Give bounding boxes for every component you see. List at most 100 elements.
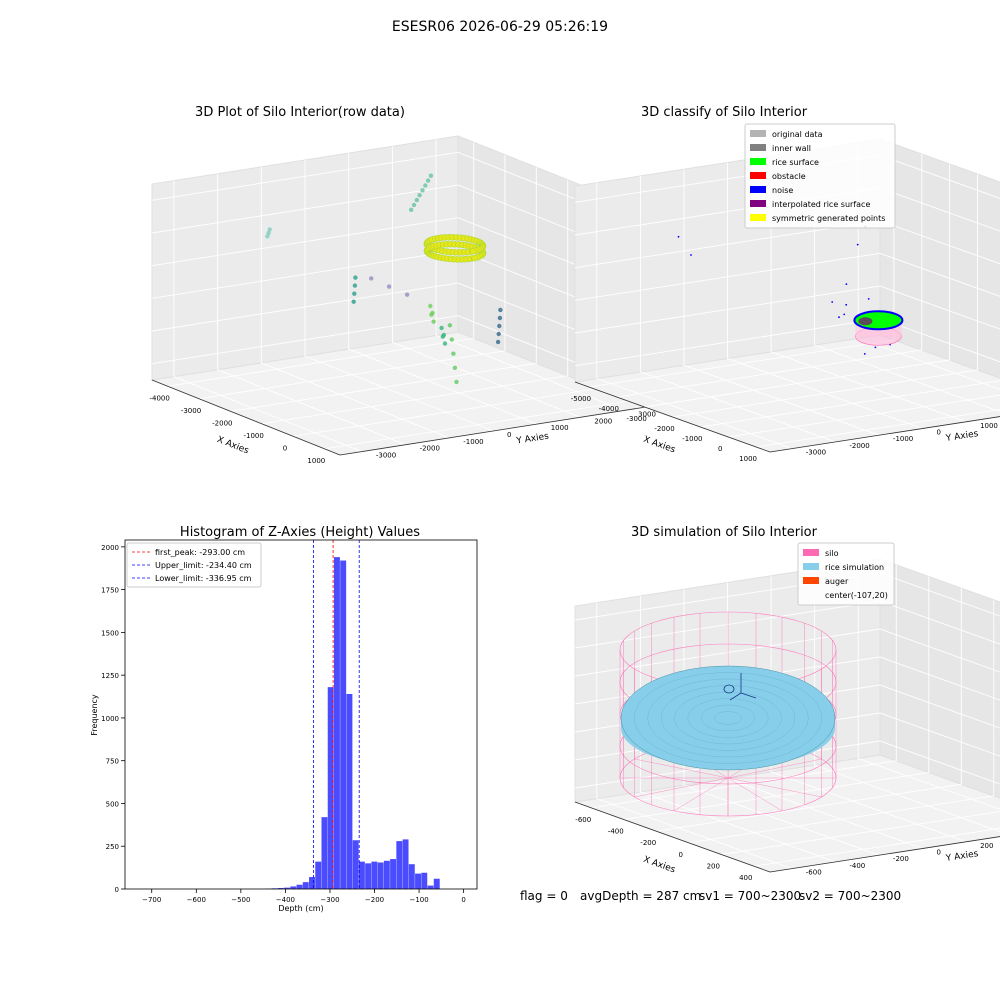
plot1-point bbox=[439, 325, 444, 331]
plot2-x-tick-label: -3000 bbox=[626, 415, 646, 423]
plot1-point bbox=[386, 284, 392, 289]
plot3-bar bbox=[290, 886, 297, 889]
plot2-legend-label: symmetric generated points bbox=[772, 214, 885, 223]
plot4-silo-bottom-spoke bbox=[673, 777, 729, 812]
plot4-legend-label: silo bbox=[825, 549, 839, 558]
plot2-y-tick-label: -3000 bbox=[806, 449, 826, 457]
plot3-legend-label: Lower_limit: -336.95 cm bbox=[155, 574, 252, 583]
plot3-x-tick-label: 0 bbox=[461, 896, 465, 904]
plot2-grid-x bbox=[756, 408, 1000, 448]
plot4-silo-bottom-spoke bbox=[727, 758, 822, 779]
plot1-point bbox=[423, 183, 428, 188]
plot1-grid-y bbox=[391, 146, 581, 418]
status-sv2: sv2 = 700~2300 bbox=[799, 889, 901, 903]
plot1-point bbox=[431, 319, 436, 324]
plot3-y-tick-label: 500 bbox=[106, 800, 119, 808]
plot4-silo-bottom-spoke bbox=[727, 777, 822, 798]
plot2-x-tick-label: 1000 bbox=[739, 455, 757, 463]
plot3-x-tick-label: −400 bbox=[276, 896, 295, 904]
plot1-point bbox=[452, 365, 458, 370]
plot1-point bbox=[442, 341, 448, 346]
plot3-y-tick-label: 750 bbox=[106, 758, 119, 766]
plot1-point bbox=[449, 337, 454, 342]
plot2-interpolated-area bbox=[858, 317, 873, 326]
plot3-bar bbox=[383, 860, 390, 889]
plot1-y-tick-label: -2000 bbox=[420, 445, 440, 453]
plot1-x-tick-label: -3000 bbox=[181, 407, 201, 415]
plot4-y-tick-label: 0 bbox=[937, 849, 941, 857]
plot2-grid-y bbox=[683, 169, 880, 436]
plot4-grid-x bbox=[623, 576, 930, 820]
plot2-title: 3D classify of Silo Interior bbox=[641, 105, 808, 120]
plot2-grid-y bbox=[639, 175, 836, 443]
plot3-y-tick-label: 250 bbox=[106, 843, 119, 851]
plot4-silo-bottom-spoke bbox=[727, 777, 783, 812]
plot2-grid-x bbox=[700, 380, 1000, 428]
plot4-center-marker bbox=[723, 684, 735, 694]
plot1-x-tick-label: -4000 bbox=[149, 394, 169, 402]
plot2-grid-y bbox=[727, 162, 923, 429]
plot3-legend bbox=[126, 542, 262, 588]
plot3-bar bbox=[296, 884, 303, 889]
plot2-legend-label: inner wall bbox=[772, 144, 811, 153]
plot1-point bbox=[428, 173, 434, 178]
plot3-bar bbox=[321, 817, 328, 889]
plot4-x-tick-label: -600 bbox=[575, 816, 591, 824]
plot3-x-tick-label: −100 bbox=[409, 896, 428, 904]
plot1-point bbox=[441, 332, 447, 338]
plot4-auger-axis bbox=[729, 692, 742, 701]
plot4-x-tick-label: 400 bbox=[739, 874, 752, 882]
plot2-legend-swatch bbox=[750, 144, 766, 151]
plot2-y-tick-label: -2000 bbox=[849, 442, 869, 450]
plot3-bar bbox=[284, 887, 291, 889]
plot2-legend-swatch bbox=[750, 158, 766, 165]
plot-3d-classify: 3D classify of Silo Interior -5000 -4000 -3… bbox=[571, 105, 1000, 463]
plot4-rice-mesh bbox=[714, 711, 742, 725]
plot1-grid-y bbox=[260, 166, 450, 439]
plot4-rice-mesh bbox=[634, 672, 822, 764]
plot3-bar bbox=[309, 877, 315, 889]
plot2-noise-point bbox=[845, 283, 848, 285]
plot4-x-tick-label: 200 bbox=[707, 863, 720, 871]
plot3-plot-area bbox=[125, 540, 477, 889]
plot1-grid-y bbox=[217, 173, 406, 446]
plot3-x-tick-label: −500 bbox=[231, 896, 250, 904]
plot3-bar bbox=[415, 873, 422, 889]
plot2-legend-swatch bbox=[750, 172, 766, 179]
plot3-bar bbox=[427, 885, 434, 889]
plot4-title: 3D simulation of Silo Interior bbox=[631, 525, 818, 540]
plot2-x-axis-label: X Axies bbox=[642, 435, 677, 456]
plot1-y-tick-label: 0 bbox=[507, 431, 511, 439]
plot1-grid-y bbox=[435, 139, 625, 411]
plot4-grid-y bbox=[770, 575, 967, 843]
plot4-legend-label: center(-107,20) bbox=[825, 591, 888, 600]
plot2-grid-z bbox=[574, 285, 1000, 334]
plot2-legend-swatch bbox=[750, 200, 766, 207]
status-sv1: sv1 = 700~2300 bbox=[699, 889, 801, 903]
plot4-grid-x bbox=[656, 588, 962, 832]
plot1-point bbox=[430, 310, 435, 316]
plot1-title: 3D Plot of Silo Interior(row data) bbox=[195, 105, 405, 120]
plot1-grid-y bbox=[348, 153, 537, 425]
plot4-rice-mesh bbox=[660, 685, 796, 751]
plot3-bar bbox=[390, 859, 397, 889]
plot1-grid-x bbox=[230, 167, 537, 412]
plot2-legend-label: interpolated rice surface bbox=[772, 200, 870, 209]
plot2-y-tick-label: 1000 bbox=[980, 422, 998, 430]
plot4-legend bbox=[797, 542, 895, 606]
plot4-y-tick-label: 200 bbox=[980, 842, 993, 850]
plot4-rice-mesh bbox=[687, 698, 769, 738]
plot2-y-tick-label: -1000 bbox=[893, 435, 913, 443]
plot1-y-tick-label: 3000 bbox=[638, 410, 656, 418]
plot1-grid-y bbox=[304, 160, 494, 432]
plot1-point bbox=[497, 323, 502, 329]
plot2-legend-label: obstacle bbox=[772, 172, 806, 181]
plot3-y-tick-label: 0 bbox=[115, 886, 119, 894]
plot1-point bbox=[454, 379, 459, 385]
plot1-point bbox=[496, 331, 501, 337]
plot4-silo-bottom-spoke bbox=[634, 777, 729, 798]
plot1-point bbox=[352, 283, 358, 288]
plot2-noise-point bbox=[690, 254, 692, 256]
plot1-x-axis-line bbox=[151, 379, 341, 456]
plot2-x-tick-label: -5000 bbox=[571, 395, 591, 403]
